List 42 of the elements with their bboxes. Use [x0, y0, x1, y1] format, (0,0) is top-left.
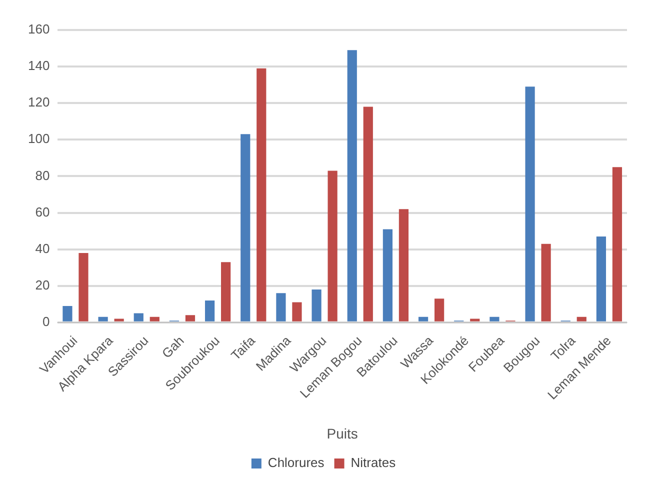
bar — [470, 318, 480, 322]
x-tick-label: Taifa — [228, 332, 259, 363]
bar — [114, 318, 124, 322]
bar — [98, 316, 108, 322]
bar — [150, 316, 160, 322]
bar — [292, 302, 302, 322]
bar — [490, 316, 500, 322]
bar — [328, 170, 338, 322]
bar — [576, 316, 586, 322]
bar — [276, 293, 286, 322]
y-tick-label: 140 — [28, 58, 50, 74]
y-tick-label: 40 — [35, 240, 50, 256]
bar — [612, 167, 622, 322]
bar — [434, 298, 444, 322]
bar — [363, 106, 373, 322]
bar — [221, 262, 231, 322]
y-tick-label: 0 — [42, 314, 50, 329]
y-tick-label: 80 — [35, 168, 50, 183]
bar — [62, 306, 72, 322]
bar — [78, 252, 88, 322]
bar — [205, 300, 215, 322]
x-tick-label: Tolra — [548, 332, 579, 364]
bar — [347, 50, 357, 322]
bar — [185, 315, 196, 322]
bar — [418, 316, 428, 322]
x-axis-title: Puits — [326, 425, 358, 442]
bar — [525, 86, 535, 322]
bar — [312, 290, 322, 322]
legend-label: Nitrates — [350, 455, 396, 470]
bar — [398, 209, 409, 322]
y-tick-label: 20 — [35, 277, 50, 292]
bar — [596, 236, 606, 322]
bar — [382, 229, 393, 322]
y-tick-label: 100 — [28, 131, 50, 146]
legend-label: Chlorures — [268, 455, 325, 470]
y-tick-label: 160 — [28, 22, 50, 37]
bar — [134, 313, 144, 322]
bar — [240, 134, 250, 322]
bar — [256, 68, 266, 322]
y-tick-label: 60 — [35, 204, 50, 220]
bar — [541, 244, 551, 322]
y-tick-label: 120 — [28, 94, 50, 110]
